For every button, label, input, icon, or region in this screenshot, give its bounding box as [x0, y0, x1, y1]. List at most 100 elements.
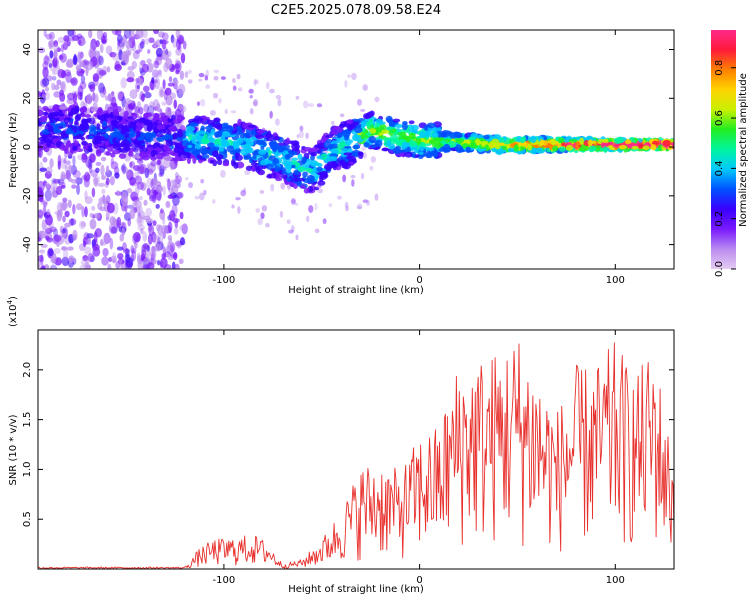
spectrogram-blob: [195, 143, 202, 150]
spectrogram-blob: [339, 123, 346, 128]
spectrogram-blob: [427, 147, 435, 152]
spectrogram-blob: [351, 179, 355, 187]
spectrogram-blob: [116, 216, 122, 228]
spectrogram-blob: [339, 113, 345, 118]
spectrogram-blob: [184, 71, 189, 78]
spectrogram-blob: [112, 252, 116, 262]
spectrogram-blob: [265, 222, 270, 228]
spectrogram-blob: [84, 190, 88, 200]
spectrogram-blob: [344, 141, 352, 146]
spectrogram-blob: [156, 124, 166, 131]
spectrogram-blob: [113, 202, 119, 215]
spectrogram-blob: [156, 103, 161, 113]
spectrogram-blob: [114, 30, 122, 36]
spectrogram-blob: [235, 154, 243, 161]
spectrogram-blob: [136, 155, 141, 159]
spectrogram-blob: [172, 37, 177, 48]
spectrogram-blob: [287, 167, 292, 171]
spectrogram-blob: [89, 43, 97, 50]
spectrogram-blob: [363, 141, 370, 148]
spectrogram-blob: [279, 210, 284, 218]
spectrogram-blob: [129, 176, 136, 186]
spectrogram-blob: [121, 166, 128, 174]
spectrogram-blob: [366, 121, 371, 128]
spectrogram-blob: [265, 134, 275, 142]
spectrogram-blob: [121, 96, 126, 108]
spectrogram-blob: [344, 201, 349, 208]
spectrogram-blob: [102, 247, 109, 257]
spectrogram-blob: [202, 148, 209, 154]
spectrogram-blob: [148, 37, 155, 44]
colorbar-label: Normalized spectral amplitude: [738, 73, 749, 227]
spectrogram-blob: [65, 71, 72, 84]
spectrogram-blob: [167, 240, 172, 250]
spectrogram-blob: [136, 137, 143, 141]
spectrogram-blob: [81, 119, 87, 124]
spectrogram-blob: [159, 165, 165, 176]
spectrogram-blob: [164, 87, 172, 96]
spectrogram-blob: [189, 121, 198, 127]
spectrogram-blob: [129, 208, 136, 220]
spectrogram-blob: [142, 242, 149, 250]
snr-plot-area: [38, 342, 674, 569]
spectrogram-blob: [45, 227, 53, 234]
spectrogram-blob: [230, 110, 237, 114]
spectrogram-blob: [106, 165, 110, 174]
spectrogram-blob: [132, 233, 138, 244]
spectrogram-blob: [197, 135, 202, 141]
spectrogram-blob: [137, 214, 143, 224]
spectrogram-blob: [379, 123, 387, 131]
spectrogram-blob: [159, 208, 164, 214]
spectrogram-blob: [156, 56, 163, 66]
spectrogram-blob: [381, 129, 390, 134]
spectrogram-blob: [77, 91, 83, 100]
spectrogram-x-axis: -100 0 100: [213, 30, 625, 286]
spectrogram-blob: [268, 141, 274, 146]
spectrogram-blob: [162, 144, 170, 152]
spectrogram-blob: [336, 132, 342, 139]
spectrogram-blob: [134, 171, 139, 181]
spectrogram-blob: [87, 158, 93, 170]
spectrogram-x-label: Height of straight line (km): [288, 285, 424, 296]
spectrogram-blob: [638, 138, 643, 143]
spectrogram-blob: [57, 209, 63, 218]
spectrogram-blob: [128, 121, 136, 129]
spectrogram-blob: [89, 84, 96, 93]
y-tick-label: 0: [22, 144, 33, 150]
spectrogram-blob: [173, 251, 178, 261]
spectrogram-blob: [169, 92, 177, 100]
spectrogram-blob: [423, 125, 428, 132]
spectrogram-blob: [94, 145, 100, 149]
spectrogram-blob: [146, 122, 154, 127]
spectrogram-panel: -100 0 100 -40 -20 0 20 40 Height of straight …: [8, 29, 675, 296]
spectrogram-blob: [285, 137, 290, 144]
spectrogram-blob: [129, 161, 133, 168]
spectrogram-blob: [144, 37, 150, 45]
spectrogram-blob: [175, 48, 182, 56]
spectrogram-blob: [110, 161, 119, 170]
spectrogram-blob: [307, 148, 315, 152]
spectrogram-blob: [248, 88, 254, 94]
spectrogram-blob: [519, 136, 526, 144]
spectrogram-blob: [38, 261, 41, 269]
spectrogram-blob: [188, 134, 193, 141]
spectrogram-blob: [297, 177, 305, 182]
spectrogram-blob: [102, 194, 106, 205]
spectrogram-blob: [272, 145, 278, 153]
spectrogram-blob: [133, 200, 138, 206]
spectrogram-blob: [251, 166, 256, 172]
spectrogram-blob: [152, 69, 159, 79]
y-tick-label: 1.5: [22, 412, 33, 428]
spectrogram-blob: [391, 128, 397, 133]
spectrogram-blob: [322, 218, 327, 225]
spectrogram-blob: [599, 147, 605, 151]
spectrogram-blob: [98, 82, 105, 94]
spectrogram-blob: [101, 175, 106, 181]
spectrogram-blob: [631, 143, 639, 147]
spectrogram-blob: [481, 142, 486, 148]
spectrogram-blob: [237, 206, 241, 214]
spectrogram-blob: [587, 139, 593, 146]
spectrogram-blob: [603, 146, 608, 153]
colorbar-tick-label: 0.4: [714, 160, 725, 176]
spectrogram-blob: [52, 178, 61, 184]
